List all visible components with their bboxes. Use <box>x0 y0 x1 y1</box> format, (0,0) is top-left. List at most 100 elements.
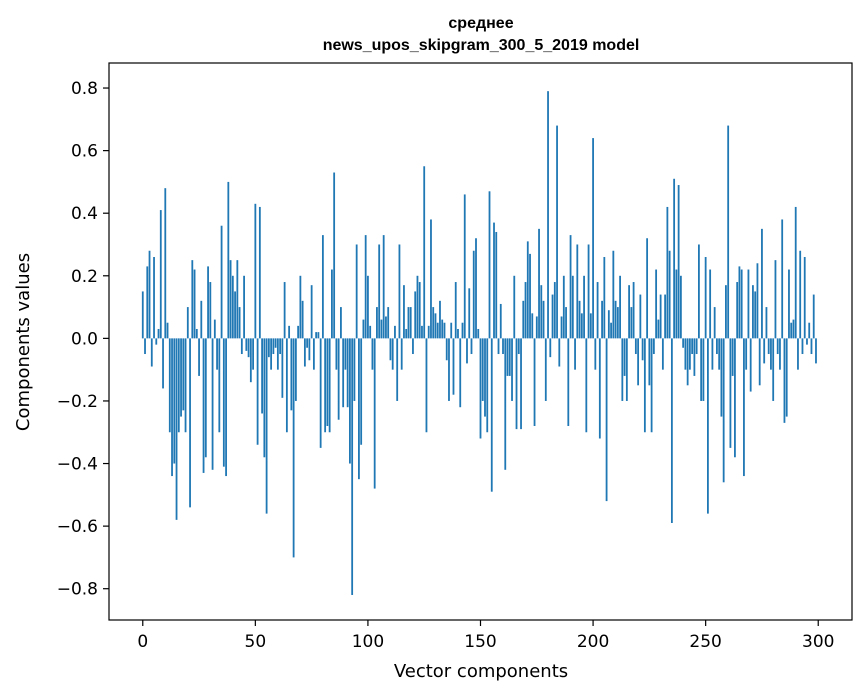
bar-231 <box>661 338 664 370</box>
bar-25 <box>198 338 200 376</box>
bar-103 <box>373 338 376 489</box>
bar-8 <box>159 210 162 339</box>
bar-238 <box>677 185 680 339</box>
bar-144 <box>466 338 468 364</box>
bar-170 <box>524 282 527 339</box>
bar-57 <box>270 338 273 370</box>
bar-193 <box>576 244 579 339</box>
y-tick-label: 0.8 <box>71 79 98 99</box>
bar-135 <box>445 338 448 361</box>
bar-160 <box>502 338 504 355</box>
bar-107 <box>382 235 385 339</box>
bar-99 <box>364 235 367 339</box>
bar-195 <box>580 313 583 339</box>
bar-251 <box>707 338 709 514</box>
bar-266 <box>740 269 743 339</box>
bar-121 <box>414 291 417 339</box>
bar-27 <box>202 338 205 473</box>
bar-93 <box>351 338 354 595</box>
bar-171 <box>526 241 529 339</box>
bar-68 <box>294 338 297 401</box>
bar-0 <box>141 291 144 339</box>
bar-197 <box>585 338 588 433</box>
bar-81 <box>324 338 327 433</box>
bar-35 <box>220 225 223 339</box>
bar-226 <box>650 338 653 433</box>
bar-254 <box>713 307 716 339</box>
bar-253 <box>711 338 714 370</box>
bar-148 <box>475 238 477 339</box>
bar-14 <box>173 338 176 464</box>
bar-206 <box>605 338 608 502</box>
bar-43 <box>238 307 241 339</box>
bar-85 <box>333 172 336 339</box>
bar-3 <box>148 250 151 339</box>
bar-113 <box>396 338 399 401</box>
bar-73 <box>306 338 309 348</box>
bar-237 <box>675 269 678 339</box>
bar-11 <box>166 322 169 339</box>
bar-105 <box>378 244 381 339</box>
bar-52 <box>258 206 261 339</box>
bar-235 <box>670 338 673 523</box>
bar-149 <box>477 328 480 339</box>
y-axis-ticks: −0.8 −0.6 −0.4 −0.2 0.0 0.2 0.4 0.6 0.8 <box>57 79 109 600</box>
bar-53 <box>261 338 263 414</box>
bar-176 <box>538 228 540 339</box>
bar-120 <box>412 338 414 355</box>
bar-243 <box>688 338 691 370</box>
bar-227 <box>652 338 655 355</box>
bar-204 <box>601 300 603 339</box>
bar-225 <box>648 338 651 386</box>
bar-67 <box>292 338 295 558</box>
bar-184 <box>556 125 558 339</box>
bar-32 <box>213 319 216 339</box>
bar-277 <box>765 307 768 339</box>
bar-42 <box>236 260 239 339</box>
bar-130 <box>434 313 437 339</box>
bar-158 <box>497 338 500 355</box>
bar-159 <box>499 303 502 339</box>
bar-147 <box>472 250 475 339</box>
bar-54 <box>263 338 266 458</box>
bar-115 <box>400 338 403 370</box>
bar-19 <box>184 338 187 433</box>
bar-284 <box>781 219 784 339</box>
bar-267 <box>743 338 745 477</box>
bar-36 <box>222 338 225 467</box>
x-axis-ticks: 0 50 100 150 200 250 300 <box>137 620 834 652</box>
bar-268 <box>745 338 748 370</box>
bar-285 <box>783 338 786 423</box>
bar-181 <box>549 338 552 358</box>
bar-272 <box>754 291 757 339</box>
bar-5 <box>153 257 155 339</box>
x-tick-label: 200 <box>577 632 609 652</box>
bar-247 <box>698 244 700 339</box>
bar-222 <box>641 338 644 361</box>
bar-208 <box>610 322 612 339</box>
y-axis-label: Components values <box>13 253 34 431</box>
bar-44 <box>240 338 243 355</box>
bar-134 <box>443 322 446 339</box>
x-tick-label: 150 <box>464 632 496 652</box>
bar-34 <box>218 338 221 433</box>
bar-196 <box>583 275 585 339</box>
bar-216 <box>628 285 630 339</box>
bar-154 <box>488 191 491 339</box>
bar-108 <box>385 316 387 339</box>
y-tick-label: 0.2 <box>71 267 98 287</box>
bar-58 <box>272 338 275 355</box>
bar-47 <box>247 338 250 358</box>
bar-98 <box>362 319 365 339</box>
bar-270 <box>749 338 752 392</box>
plot-frame <box>108 62 853 621</box>
bar-4 <box>150 338 153 367</box>
bar-145 <box>468 288 471 339</box>
bar-64 <box>285 338 288 433</box>
bar-249 <box>702 338 705 401</box>
bar-9 <box>162 338 164 389</box>
bar-111 <box>391 338 394 370</box>
bar-16 <box>177 338 180 433</box>
bar-186 <box>560 316 563 339</box>
bar-77 <box>315 332 318 339</box>
